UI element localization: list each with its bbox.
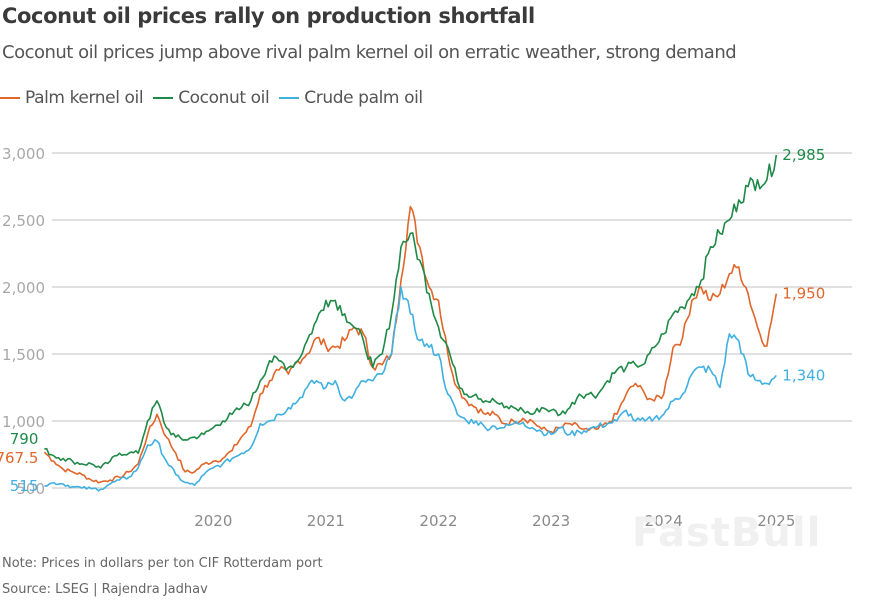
- series-end-label: 2,985: [782, 146, 825, 164]
- y-axis-ticks: 500 1,000 1,500 2,000 2,500 3,000: [2, 145, 45, 498]
- chart-note: Note: Prices in dollars per ton CIF Rott…: [2, 556, 323, 571]
- x-tick-label: 2021: [307, 512, 345, 530]
- y-tick-label: 2,500: [2, 212, 45, 230]
- x-tick-label: 2025: [757, 512, 795, 530]
- series-line-palm-kernel-oil: [43, 205, 778, 484]
- series-end-label: 1,950: [782, 285, 825, 303]
- y-tick-label: 1,500: [2, 346, 45, 364]
- series-start-label: 767.5: [0, 449, 38, 467]
- y-tick-label: 500: [16, 480, 45, 498]
- legend-item-palm-kernel-oil: Palm kernel oil: [0, 88, 144, 108]
- x-tick-label: 2022: [419, 512, 457, 530]
- x-tick-label: 2024: [645, 512, 683, 530]
- legend-label: Crude palm oil: [304, 88, 423, 108]
- legend-label: Coconut oil: [178, 88, 270, 108]
- y-tick-label: 1,000: [2, 413, 45, 431]
- legend-item-crude-palm-oil: Crude palm oil: [279, 88, 423, 108]
- x-axis-ticks: 2020 2021 2022 2023 2024 2025: [194, 512, 795, 530]
- chart-subtitle: Coconut oil prices jump above rival palm…: [2, 42, 737, 63]
- watermark: FastBull: [632, 510, 822, 556]
- series-end-labels: 767.5 1,950 790 2,985 515 1,340: [0, 146, 825, 495]
- x-tick-label: 2023: [532, 512, 570, 530]
- legend-swatch-crude-palm-oil: [279, 97, 300, 99]
- legend-label: Palm kernel oil: [25, 88, 144, 108]
- y-tick-label: 2,000: [2, 279, 45, 297]
- legend-swatch-coconut-oil: [153, 97, 174, 99]
- y-tick-label: 3,000: [2, 145, 45, 163]
- series-start-label: 515: [10, 477, 39, 495]
- chart-legend: Palm kernel oil Coconut oil Crude palm o…: [0, 88, 433, 108]
- series-line-coconut-oil: [44, 154, 778, 469]
- legend-item-coconut-oil: Coconut oil: [153, 88, 270, 108]
- series-end-label: 1,340: [782, 366, 825, 384]
- series-lines: [43, 154, 778, 492]
- legend-swatch-palm-kernel-oil: [0, 97, 20, 99]
- gridlines: [52, 152, 852, 489]
- chart-source: Source: LSEG | Rajendra Jadhav: [2, 582, 208, 597]
- series-start-label: 790: [10, 430, 39, 448]
- chart-title: Coconut oil prices rally on production s…: [2, 4, 535, 28]
- x-tick-label: 2020: [194, 512, 232, 530]
- series-line-crude-palm-oil: [44, 286, 777, 492]
